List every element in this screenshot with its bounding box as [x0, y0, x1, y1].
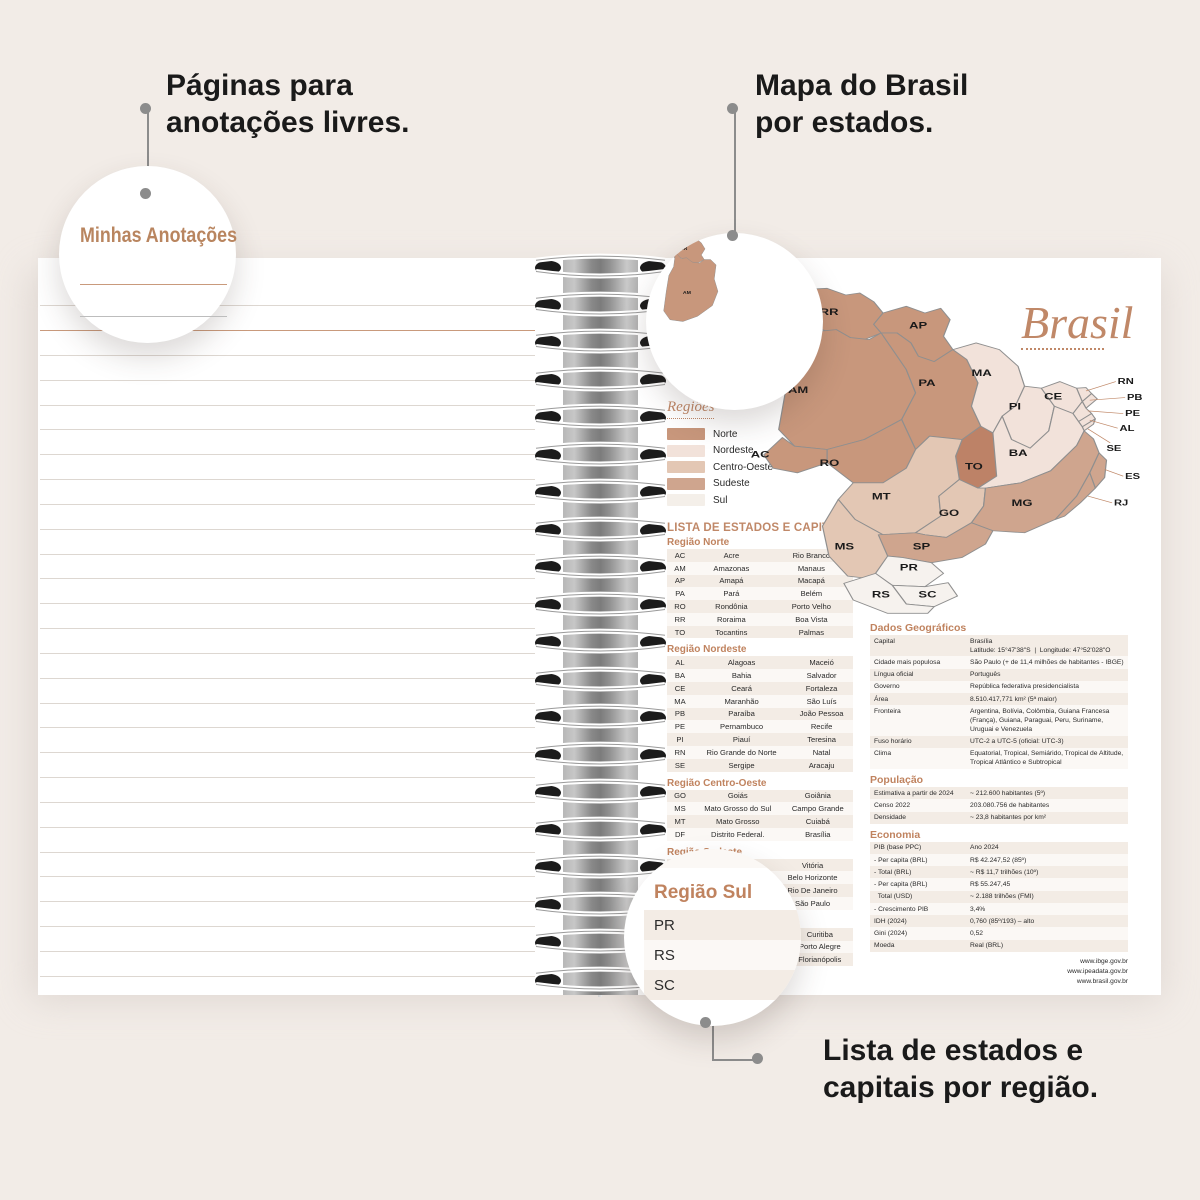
svg-text:AP: AP [909, 321, 928, 331]
svg-text:PE: PE [1125, 410, 1140, 419]
svg-text:SE: SE [1107, 444, 1122, 453]
svg-text:MT: MT [872, 492, 891, 502]
svg-text:TO: TO [965, 462, 983, 472]
svg-text:AM: AM [683, 290, 691, 296]
svg-text:SC: SC [918, 590, 936, 600]
svg-text:PB: PB [1127, 394, 1143, 403]
svg-text:PI: PI [1009, 402, 1021, 412]
svg-text:SP: SP [913, 542, 931, 552]
svg-text:BA: BA [1009, 449, 1028, 459]
svg-text:RS: RS [872, 590, 891, 600]
svg-text:PR: PR [900, 563, 918, 573]
svg-text:RN: RN [1118, 378, 1134, 387]
svg-text:GO: GO [939, 509, 959, 519]
svg-text:RO: RO [820, 459, 840, 469]
svg-text:PA: PA [918, 379, 935, 389]
svg-text:AC: AC [751, 450, 770, 460]
svg-text:CE: CE [1044, 392, 1063, 402]
svg-text:RJ: RJ [1114, 499, 1128, 508]
svg-text:RR: RR [680, 246, 688, 252]
svg-text:MS: MS [835, 542, 855, 552]
svg-text:ES: ES [1125, 472, 1140, 481]
svg-text:MG: MG [1012, 499, 1033, 509]
svg-text:MA: MA [971, 369, 991, 379]
svg-text:AL: AL [1120, 424, 1135, 433]
